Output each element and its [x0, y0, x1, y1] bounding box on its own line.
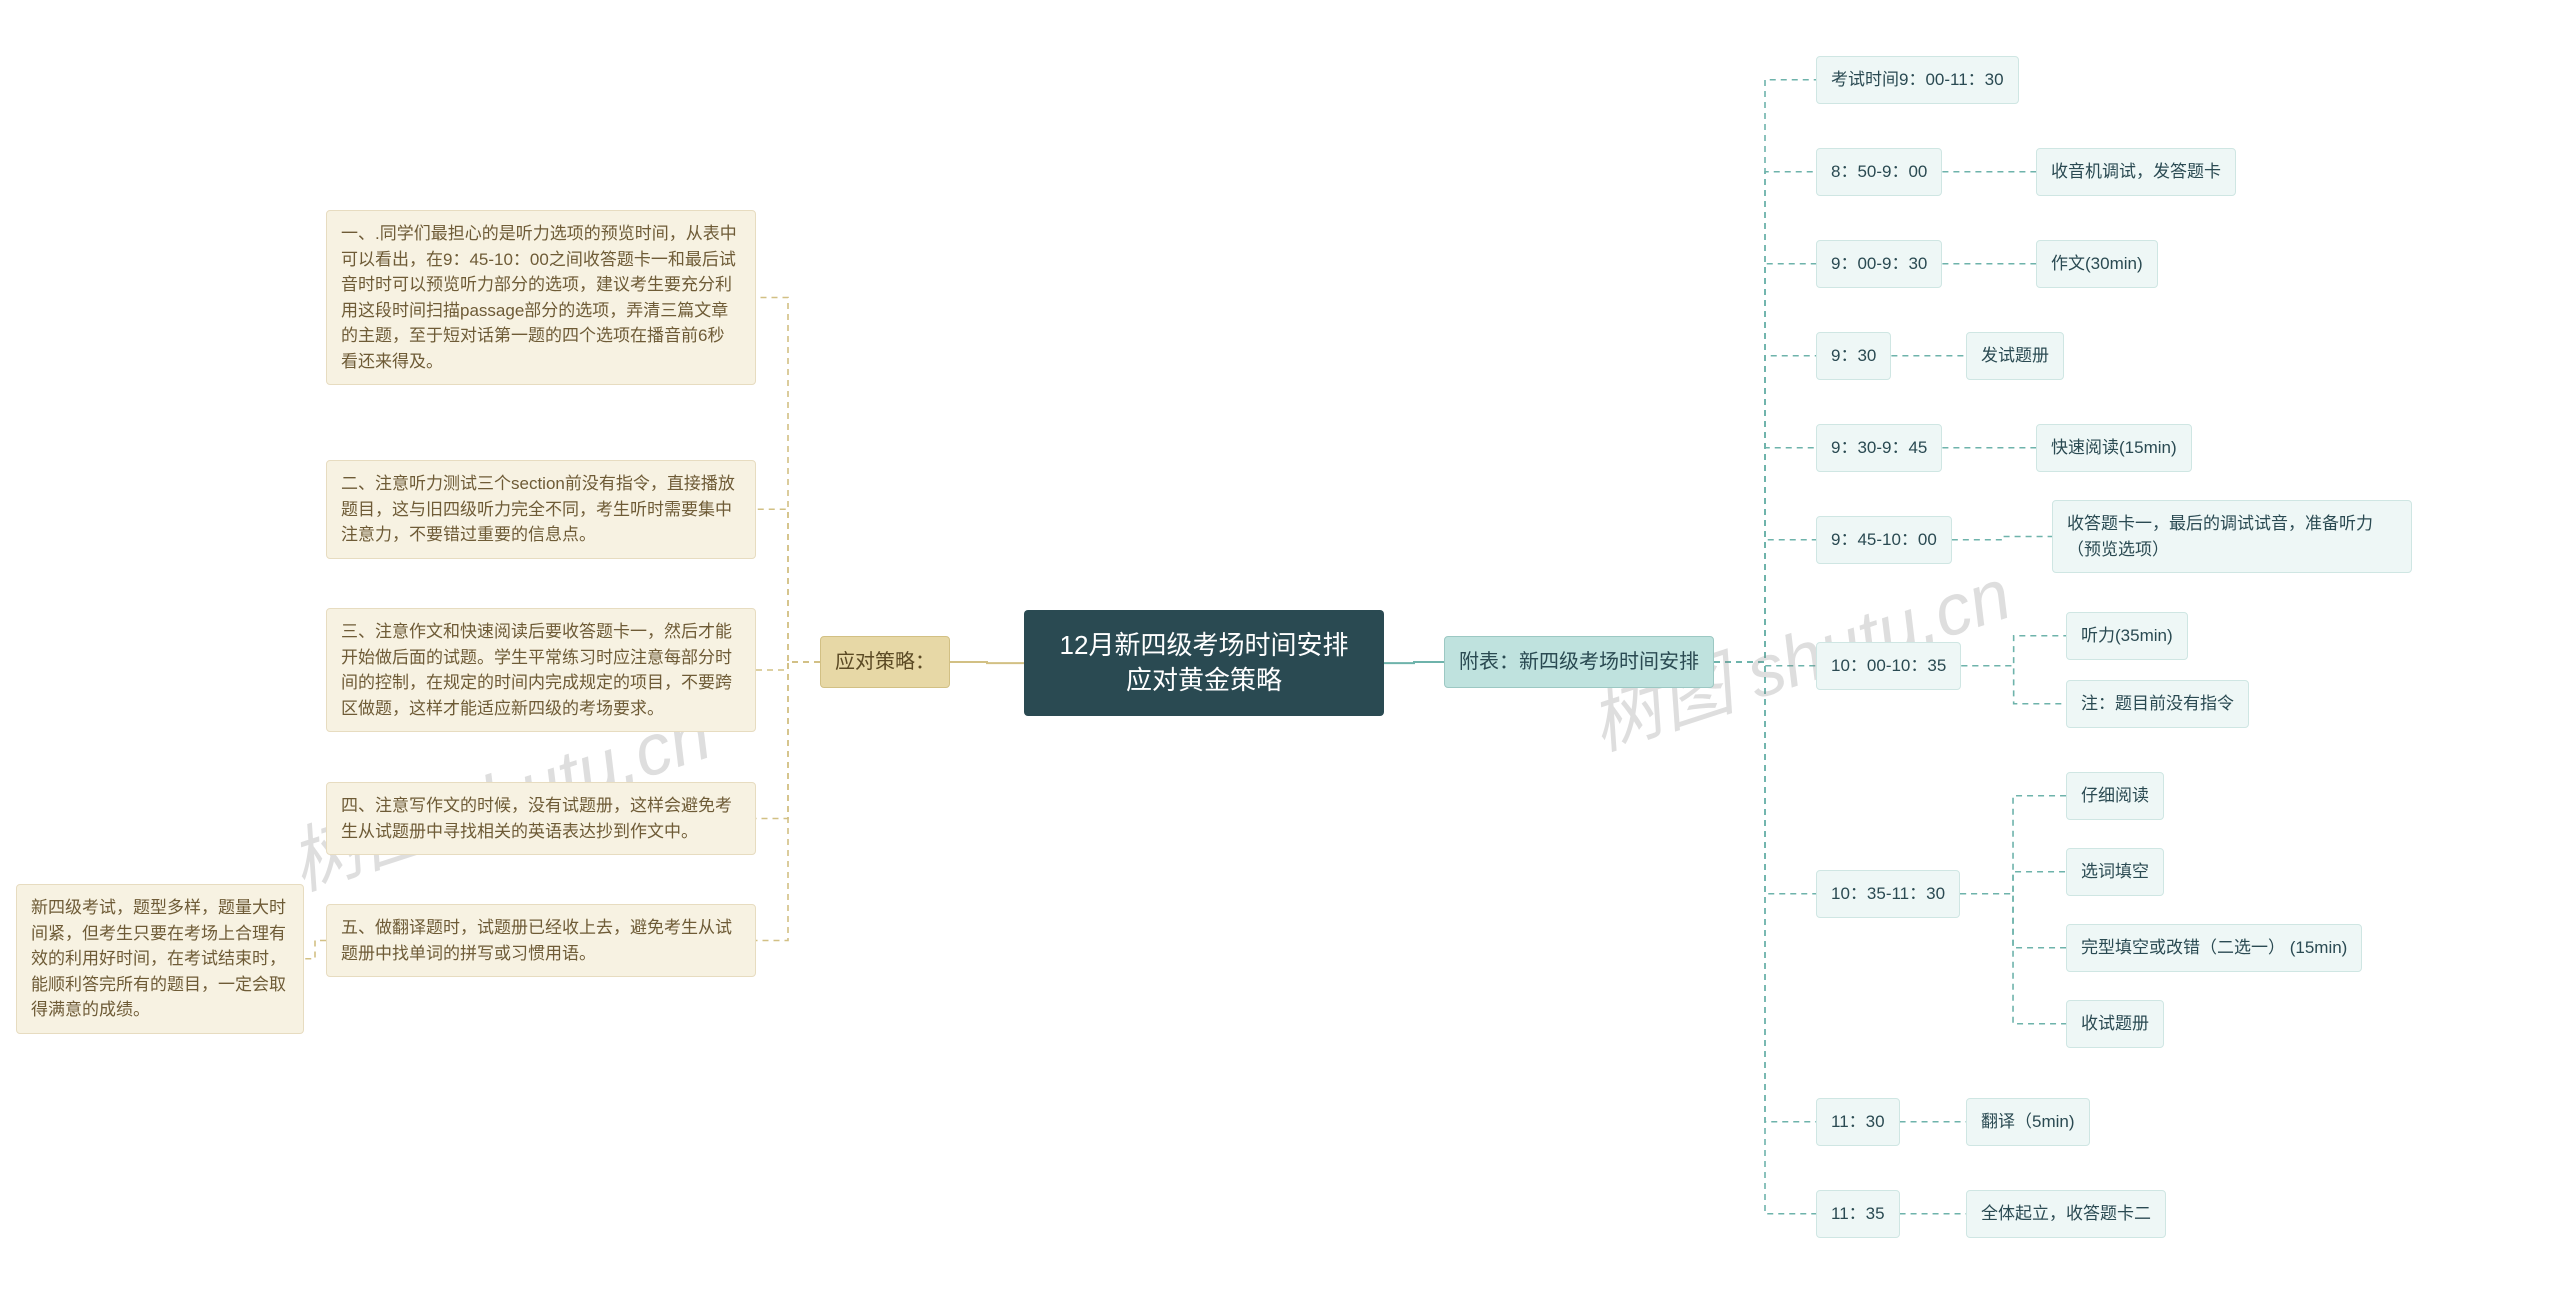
sched-9-desc: 全体起立，收答题卡二 — [1966, 1190, 2166, 1238]
sched-7-child-0: 仔细阅读 — [2066, 772, 2164, 820]
sched-4-time: 9：30-9：45 — [1816, 424, 1942, 472]
right-branch: 附表：新四级考场时间安排 — [1444, 636, 1714, 688]
strategy-5: 五、做翻译题时，试题册已经收上去，避免考生从试题册中找单词的拼写或习惯用语。 — [326, 904, 756, 977]
strategy-2: 二、注意听力测试三个section前没有指令，直接播放题目，这与旧四级听力完全不… — [326, 460, 756, 559]
root-line2: 应对黄金策略 — [1050, 663, 1358, 698]
left-branch: 应对策略： — [820, 636, 950, 688]
strategy-4: 四、注意写作文的时候，没有试题册，这样会避免考生从试题册中寻找相关的英语表达抄到… — [326, 782, 756, 855]
sched-6-child-1: 注：题目前没有指令 — [2066, 680, 2249, 728]
sched-3-time: 9：30 — [1816, 332, 1891, 380]
sched-8-time: 11：30 — [1816, 1098, 1900, 1146]
sched-6-child-0: 听力(35min) — [2066, 612, 2188, 660]
sched-4-desc: 快速阅读(15min) — [2036, 424, 2192, 472]
sched-7-child-3: 收试题册 — [2066, 1000, 2164, 1048]
sched-3-desc: 发试题册 — [1966, 332, 2064, 380]
sched-0-time: 考试时间9：00-11：30 — [1816, 56, 2019, 104]
sched-2-desc: 作文(30min) — [2036, 240, 2158, 288]
sched-1-desc: 收音机调试，发答题卡 — [2036, 148, 2236, 196]
sched-7-child-2: 完型填空或改错（二选一） (15min) — [2066, 924, 2362, 972]
root-node: 12月新四级考场时间安排 应对黄金策略 — [1024, 610, 1384, 716]
strategy-3: 三、注意作文和快速阅读后要收答题卡一，然后才能开始做后面的试题。学生平常练习时应… — [326, 608, 756, 732]
sched-5-time: 9：45-10：00 — [1816, 516, 1952, 564]
sched-9-time: 11：35 — [1816, 1190, 1900, 1238]
sched-1-time: 8：50-9：00 — [1816, 148, 1942, 196]
sched-7-time: 10：35-11：30 — [1816, 870, 1960, 918]
sched-2-time: 9：00-9：30 — [1816, 240, 1942, 288]
sched-8-desc: 翻译（5min) — [1966, 1098, 2090, 1146]
sched-6-time: 10：00-10：35 — [1816, 642, 1961, 690]
strategy-1: 一、.同学们最担心的是听力选项的预览时间，从表中可以看出，在9：45-10：00… — [326, 210, 756, 385]
sched-7-child-1: 选词填空 — [2066, 848, 2164, 896]
strategy-summary: 新四级考试，题型多样，题量大时间紧，但考生只要在考场上合理有效的利用好时间，在考… — [16, 884, 304, 1034]
root-line1: 12月新四级考场时间安排 — [1050, 628, 1358, 663]
sched-5-desc: 收答题卡一，最后的调试试音，准备听力（预览选项） — [2052, 500, 2412, 573]
